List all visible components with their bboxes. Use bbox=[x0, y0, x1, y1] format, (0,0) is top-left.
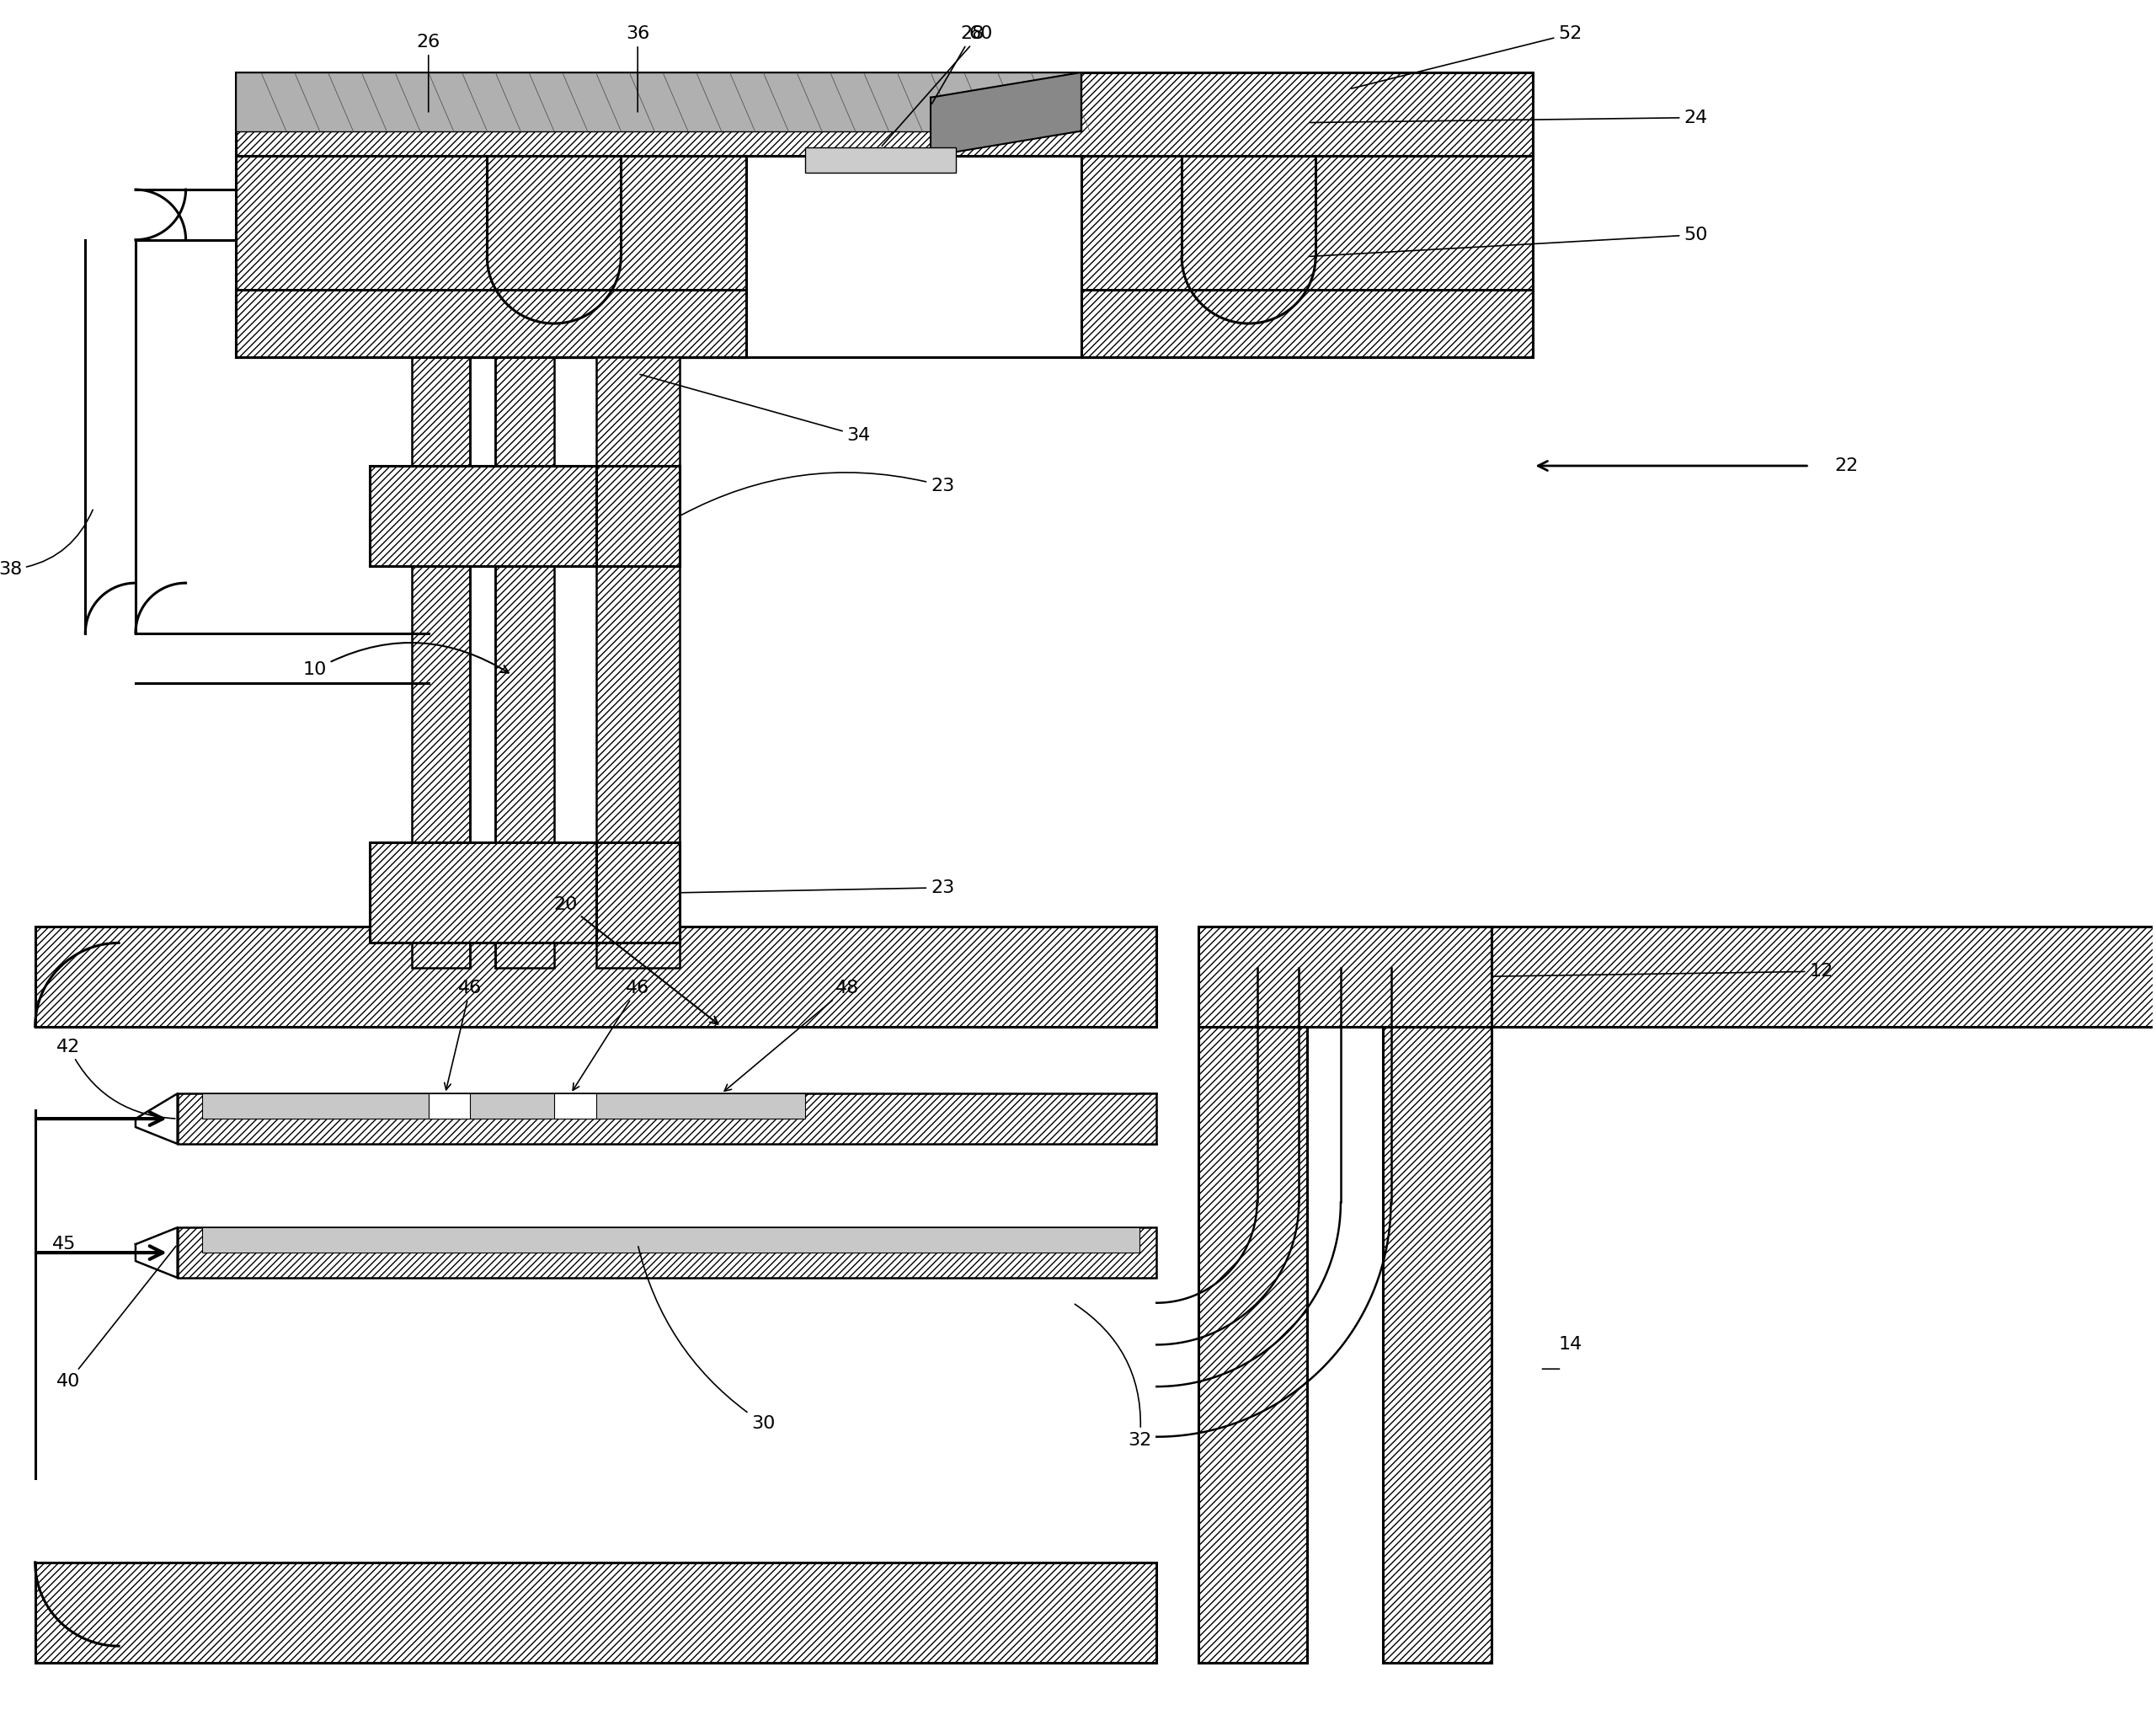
Text: 23: 23 bbox=[681, 473, 955, 514]
Bar bbox=[235, 73, 1082, 132]
Bar bbox=[1199, 926, 1492, 1026]
Text: 36: 36 bbox=[625, 26, 649, 113]
Text: 30: 30 bbox=[638, 1246, 776, 1432]
Bar bbox=[203, 1094, 804, 1118]
Bar bbox=[554, 1094, 595, 1118]
Bar bbox=[34, 926, 1156, 1026]
Text: 34: 34 bbox=[640, 374, 871, 445]
Text: 23: 23 bbox=[681, 879, 955, 897]
Bar bbox=[412, 357, 470, 968]
Bar bbox=[177, 1227, 1156, 1277]
Bar bbox=[203, 1227, 1141, 1253]
Bar bbox=[595, 357, 679, 968]
Bar bbox=[371, 843, 595, 943]
Bar bbox=[1382, 926, 1492, 1663]
Bar bbox=[34, 1563, 1156, 1663]
Text: 45: 45 bbox=[52, 1236, 75, 1253]
Text: 28: 28 bbox=[931, 26, 985, 104]
Text: 26: 26 bbox=[416, 35, 440, 113]
Text: 46: 46 bbox=[444, 980, 483, 1091]
Text: 60: 60 bbox=[882, 26, 992, 145]
Text: 20: 20 bbox=[554, 897, 718, 1025]
Text: 32: 32 bbox=[1076, 1303, 1151, 1449]
Bar bbox=[1082, 291, 1533, 357]
Bar bbox=[1199, 926, 1307, 1663]
Bar bbox=[235, 291, 746, 357]
Bar bbox=[470, 357, 496, 968]
Text: 50: 50 bbox=[1309, 227, 1708, 256]
Bar bbox=[595, 843, 679, 943]
Text: 22: 22 bbox=[1835, 457, 1858, 474]
Bar bbox=[177, 1094, 1156, 1144]
Bar bbox=[235, 156, 746, 357]
Bar bbox=[1082, 156, 1533, 357]
Text: 14: 14 bbox=[1559, 1336, 1583, 1354]
Bar bbox=[429, 1094, 470, 1118]
Bar bbox=[595, 466, 679, 566]
Bar bbox=[804, 147, 955, 173]
Text: 46: 46 bbox=[573, 980, 649, 1091]
Polygon shape bbox=[931, 73, 1082, 156]
Text: 38: 38 bbox=[0, 511, 93, 578]
Text: __: __ bbox=[1542, 1354, 1561, 1369]
Polygon shape bbox=[136, 1094, 177, 1144]
Text: 10: 10 bbox=[304, 642, 509, 679]
Bar bbox=[1492, 926, 2156, 1026]
Polygon shape bbox=[136, 1227, 177, 1277]
Text: 12: 12 bbox=[1494, 962, 1833, 980]
Bar bbox=[235, 73, 1533, 156]
Text: 40: 40 bbox=[56, 1246, 177, 1390]
Text: 24: 24 bbox=[1309, 109, 1708, 126]
Bar bbox=[371, 466, 595, 566]
Bar bbox=[746, 156, 1082, 357]
Bar bbox=[496, 357, 554, 968]
Text: 42: 42 bbox=[56, 1039, 175, 1118]
Text: 48: 48 bbox=[724, 980, 858, 1091]
Text: 52: 52 bbox=[1352, 26, 1583, 88]
